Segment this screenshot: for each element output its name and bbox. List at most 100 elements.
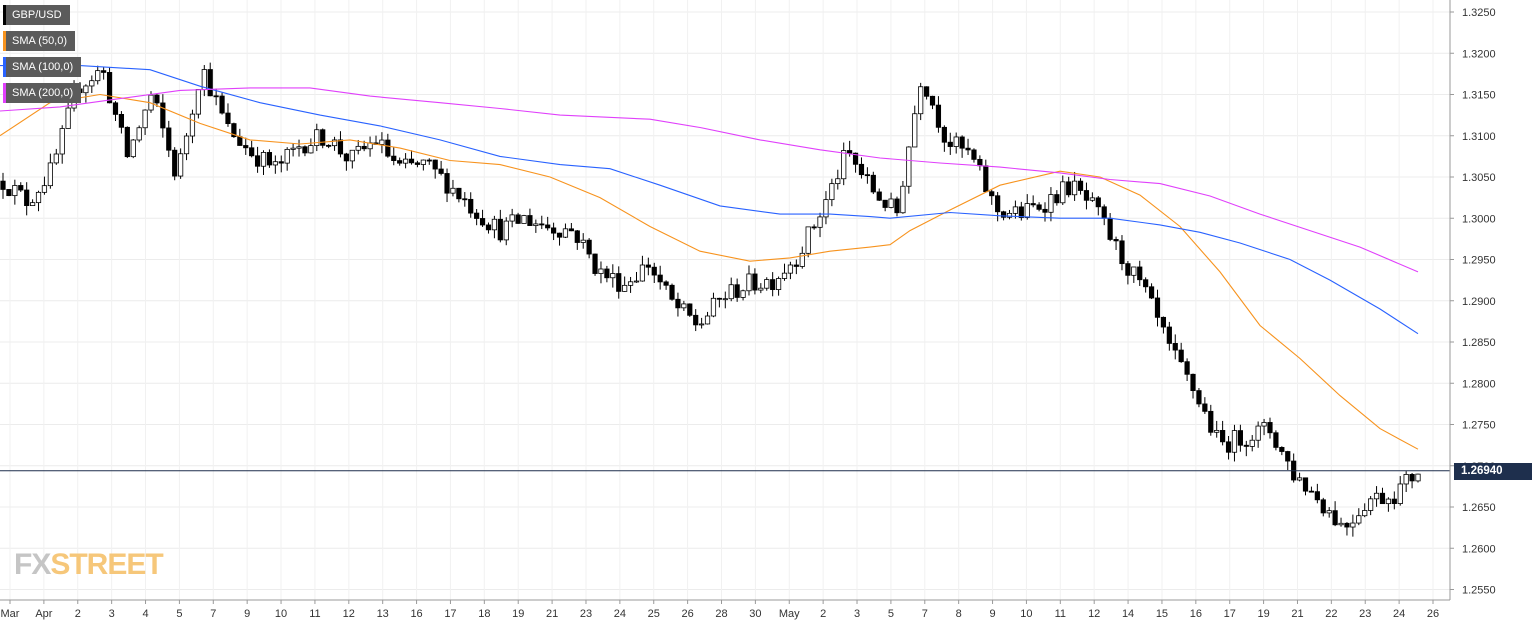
candle-body	[178, 153, 184, 177]
candle-body	[136, 127, 142, 141]
candle-body	[503, 220, 509, 241]
legend-sma-200[interactable]: SMA (200,0)	[3, 83, 82, 103]
x-tick-label: 3	[109, 608, 115, 620]
candle-body	[1196, 390, 1202, 405]
candle-body	[639, 264, 646, 282]
candle-body	[764, 279, 770, 289]
candle-body	[586, 239, 592, 255]
candle	[1202, 397, 1208, 414]
candle	[1048, 187, 1054, 222]
candle-body	[101, 70, 107, 73]
y-tick-label: 1.2550	[1462, 585, 1496, 597]
chart-grid	[0, 0, 1450, 600]
candle	[823, 191, 829, 225]
candle	[645, 257, 651, 276]
candle-body	[947, 141, 953, 147]
candle	[219, 92, 225, 115]
candle	[1237, 424, 1243, 452]
x-tick-label: 26	[1427, 608, 1439, 620]
candle	[1054, 190, 1060, 206]
legend-sma-100[interactable]: SMA (100,0)	[3, 57, 82, 77]
y-tick-label: 1.3250	[1462, 7, 1496, 19]
candle-body	[95, 70, 101, 82]
candle-body	[805, 226, 811, 254]
candle	[18, 182, 24, 192]
x-tick-label: Mar	[1, 608, 20, 620]
candle-body	[1225, 441, 1232, 453]
candle	[539, 215, 545, 230]
logo-fx: FX	[14, 548, 51, 581]
candle-body	[89, 80, 95, 87]
candle	[89, 75, 95, 93]
candle	[491, 215, 498, 239]
candle	[775, 276, 782, 296]
candle-body	[195, 89, 201, 115]
candle-body	[775, 278, 782, 290]
candle	[935, 96, 942, 133]
candle-body	[237, 136, 243, 146]
candle	[1006, 209, 1013, 220]
candle	[468, 192, 474, 218]
x-tick-label: 12	[343, 608, 355, 620]
candle	[1113, 236, 1119, 250]
candle-body	[1190, 373, 1196, 392]
candle	[770, 272, 776, 297]
x-tick-label: 12	[1088, 608, 1100, 620]
candle-body	[918, 86, 924, 115]
candle	[337, 131, 344, 158]
candle	[912, 105, 918, 148]
candle	[225, 103, 231, 127]
candle-body	[1273, 432, 1279, 448]
x-tick-label: 24	[614, 608, 626, 620]
y-tick-label: 1.2950	[1462, 255, 1496, 267]
candle-body	[752, 273, 758, 291]
candle-body	[1119, 240, 1125, 265]
candle-body	[1391, 498, 1397, 504]
candle-body	[302, 146, 308, 154]
legend-symbol[interactable]: GBP/USD	[3, 5, 70, 25]
candle-body	[1332, 510, 1338, 526]
candle-body	[1048, 194, 1054, 213]
candle	[278, 155, 284, 173]
x-tick-label: 30	[749, 608, 761, 620]
x-tick-label: 7	[922, 608, 928, 620]
candle	[562, 223, 569, 239]
candle	[1225, 435, 1232, 460]
candle-body	[337, 139, 344, 155]
candle	[995, 192, 1001, 222]
candle-body	[929, 95, 936, 106]
candle	[1373, 486, 1380, 507]
candle-body	[675, 298, 681, 309]
candle-body	[290, 147, 296, 150]
candle-body	[574, 230, 580, 243]
candle-body	[562, 228, 569, 238]
candle	[965, 138, 971, 155]
candle	[1042, 202, 1048, 222]
legend-sma-50[interactable]: SMA (50,0)	[3, 31, 76, 51]
candle-body	[663, 281, 669, 286]
candle	[722, 291, 728, 309]
candle-body	[539, 223, 545, 226]
candle-body	[870, 174, 876, 193]
candle	[462, 192, 468, 207]
candle-body	[1148, 286, 1155, 299]
candle	[284, 147, 290, 171]
candle	[112, 101, 119, 122]
candle	[391, 147, 397, 166]
candle-body	[1415, 473, 1421, 482]
candle	[1356, 508, 1362, 526]
y-tick-label: 1.2650	[1462, 502, 1496, 514]
candle-body	[1012, 206, 1019, 214]
candle	[616, 266, 622, 299]
candle-body	[0, 180, 6, 190]
candle-body	[1000, 211, 1007, 218]
x-tick-label: 14	[1122, 608, 1134, 620]
candle-body	[479, 218, 486, 226]
candle-body	[977, 158, 983, 167]
candle	[1184, 358, 1190, 381]
candle-body	[30, 202, 36, 207]
candle	[829, 178, 835, 207]
candle	[675, 292, 681, 317]
candle-body	[154, 94, 160, 104]
